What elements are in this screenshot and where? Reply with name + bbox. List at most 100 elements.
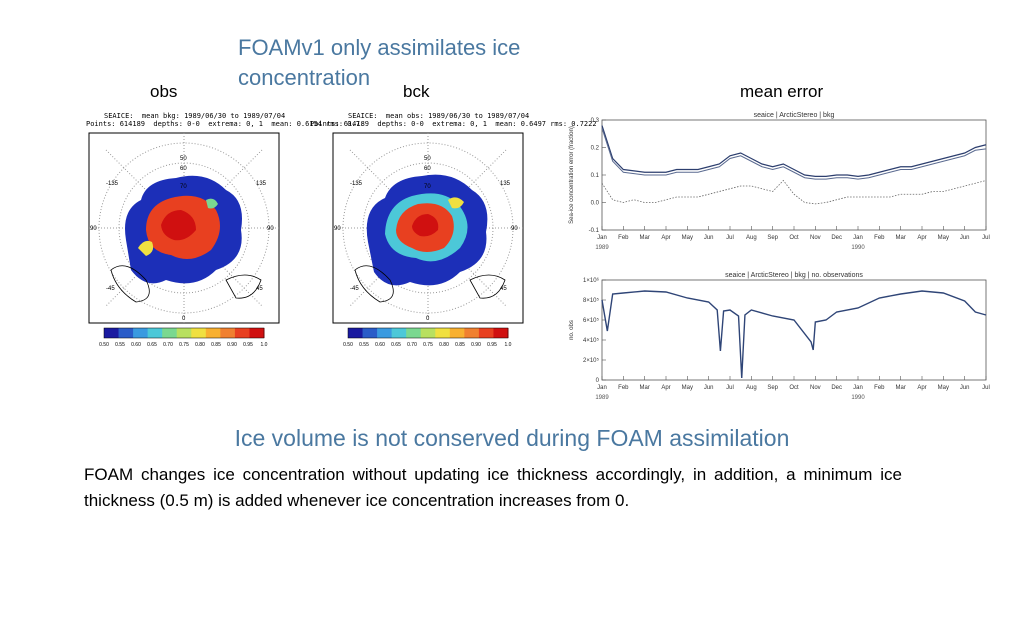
lon-label-90e: 90 — [267, 226, 274, 232]
year-label: 1990 — [851, 395, 865, 401]
coastline — [354, 265, 506, 303]
x-tick-label: Dec — [831, 385, 842, 391]
map-panel-bck: SEAICE: mean obs: 1989/06/30 to 1989/07/… — [310, 112, 597, 330]
colorbar-tick-label: 0.95 — [487, 342, 497, 348]
y-tick-label: 0.1 — [591, 173, 600, 179]
lat-label-70: 70 — [424, 184, 431, 190]
label-bck: bck — [403, 82, 430, 101]
lat-label-50: 50 — [424, 156, 431, 162]
x-tick-label: Sep — [767, 385, 778, 391]
y-tick-label: 2×10⁵ — [583, 357, 600, 364]
map-header-line1: SEAICE: mean bkg: 1989/06/30 to 1989/07/… — [104, 112, 286, 120]
ice-extent-core — [412, 214, 439, 237]
x-tick-label: Feb — [874, 385, 885, 391]
colorbar-swatch — [406, 328, 422, 338]
x-tick-label: Mar — [895, 235, 905, 241]
colorbar-swatch — [420, 328, 436, 338]
plot-frame — [601, 279, 987, 381]
map-header-line2: Points: 614189 depths: 0-0 extrema: 0, 1… — [86, 120, 365, 128]
year-label: 1989 — [595, 245, 609, 251]
colorbar-swatch — [391, 328, 407, 338]
colorbar-swatch — [348, 328, 364, 338]
x-tick-label: Apr — [917, 235, 926, 241]
x-tick-label: Dec — [831, 235, 842, 241]
lon-label-m45: -45 — [106, 286, 115, 292]
y-tick-label: 1×10⁶ — [583, 277, 600, 284]
x-tick-label: Aug — [746, 235, 757, 241]
y-tick-label: 0.0 — [591, 201, 600, 207]
x-tick-label: Jan — [853, 235, 863, 241]
colorbar-swatch — [147, 328, 163, 338]
x-tick-label: Nov — [810, 385, 821, 391]
label-mean-error: mean error — [740, 82, 824, 101]
colorbar-swatch — [176, 328, 192, 338]
colorbar-swatch — [249, 328, 265, 338]
x-tick-label: Jul — [726, 235, 734, 241]
lat-label-70: 70 — [180, 184, 187, 190]
lon-label-135: 135 — [256, 181, 267, 187]
series-line — [601, 125, 987, 177]
y-tick-label: 0.3 — [591, 118, 600, 124]
x-tick-label: Jun — [704, 385, 714, 391]
lon-label-90w: 90 — [90, 226, 97, 232]
colorbar-frame — [103, 327, 265, 339]
meridian-135 — [349, 149, 507, 307]
colorbar-tick-label: 0.70 — [407, 342, 417, 348]
colorbar-tick-label: 0.75 — [423, 342, 433, 348]
colorbar-swatch — [118, 328, 134, 338]
y-tick-label: -0.1 — [589, 228, 600, 234]
lon-label-135: 135 — [500, 181, 511, 187]
x-tick-label: Jan — [597, 385, 607, 391]
chart-mean-error: seaice | ArcticStereo | bkg 0.3 0.2 0.1 0.0 -… — [569, 112, 990, 251]
x-tick-label: Apr — [661, 235, 670, 241]
lat-label-50: 50 — [180, 156, 187, 162]
colorbar-swatch — [205, 328, 221, 338]
colorbar-ticks: 0.50 0.55 0.60 0.65 0.70 0.75 0.80 0.85 0.90 0.95… — [99, 342, 268, 348]
x-tick-label: Jun — [704, 235, 714, 241]
polar-map: -135 135 90 90 -45 45 0 50 60 70 — [88, 132, 280, 324]
x-tick-label: Apr — [661, 385, 670, 391]
map-panel-obs: SEAICE: mean bkg: 1989/06/30 to 1989/07/… — [86, 112, 364, 330]
x-tick-label: Mar — [895, 385, 905, 391]
x-tick-label: Mar — [639, 385, 649, 391]
colorbar-tick-label: 0.80 — [439, 342, 449, 348]
colorbar-tick-label: 0.55 — [359, 342, 369, 348]
x-tick-label: Jul — [726, 385, 734, 391]
colorbar-tick-label: 0.60 — [375, 342, 385, 348]
colorbar-swatch — [464, 328, 480, 338]
year-label: 1989 — [595, 395, 609, 401]
meridian-135 — [105, 149, 263, 307]
colorbar-tick-label: 0.70 — [163, 342, 173, 348]
colorbar-swatch — [478, 328, 494, 338]
x-tick-label: Mar — [639, 235, 649, 241]
colorbar-tick-label: 0.65 — [391, 342, 401, 348]
x-tick-label: Jan — [853, 385, 863, 391]
label-obs: obs — [150, 82, 178, 101]
colorbar-tick-label: 0.85 — [211, 342, 221, 348]
x-tick-label: Feb — [618, 235, 629, 241]
colorbar-swatches — [103, 327, 265, 339]
y-axis-label: Sea-ice concentration error (fraction) — [569, 126, 575, 224]
colorbar-swatch — [435, 328, 451, 338]
lon-label-45: 45 — [500, 286, 507, 292]
colorbar-obs: 0.50 0.55 0.60 0.65 0.70 0.75 0.80 0.85 0.90 0.95… — [99, 327, 268, 348]
lon-label-m45: -45 — [350, 286, 359, 292]
colorbar-tick-label: 0.90 — [227, 342, 237, 348]
lon-label-90w: 90 — [334, 226, 341, 232]
x-tick-label: Aug — [746, 385, 757, 391]
colorbar-tick-label: 0.60 — [131, 342, 141, 348]
colorbar-swatch — [162, 328, 178, 338]
body-paragraph: FOAM changes ice concentration without u… — [84, 465, 902, 510]
series-line — [601, 128, 987, 180]
chart-title: seaice | ArcticStereo | bkg | no. observ… — [725, 272, 863, 279]
colorbar-tick-label: 0.75 — [179, 342, 189, 348]
colorbar-tick-label: 0.80 — [195, 342, 205, 348]
x-tick-label: Feb — [618, 385, 629, 391]
ice-patch-yellow — [138, 240, 154, 256]
colorbar-tick-label: 0.65 — [147, 342, 157, 348]
x-tick-label: May — [682, 385, 693, 391]
lon-label-45: 45 — [256, 286, 263, 292]
lat-label-60: 60 — [180, 166, 187, 172]
lon-label-0: 0 — [426, 316, 430, 322]
meridian-45 — [349, 149, 507, 307]
